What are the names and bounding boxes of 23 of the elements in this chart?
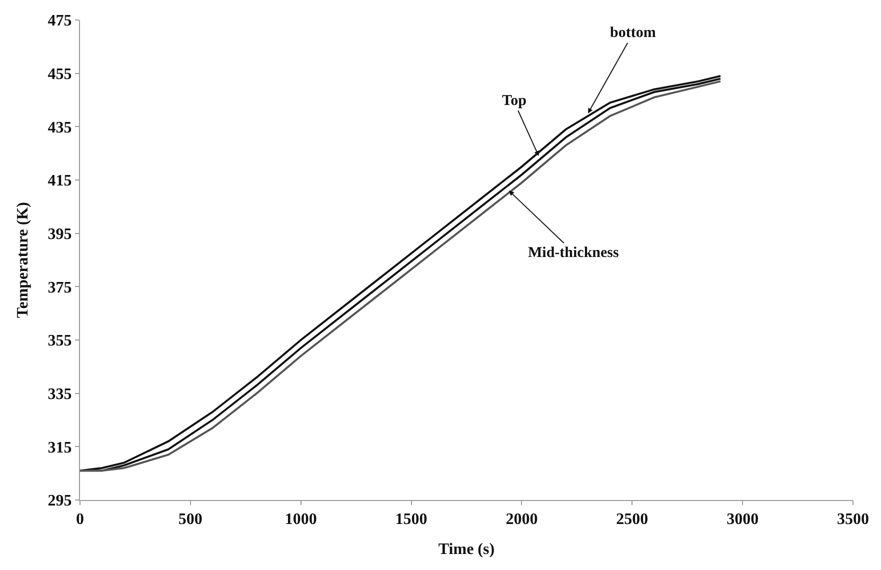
y-tick-label: 295	[48, 492, 72, 510]
x-tick-label: 1000	[284, 511, 317, 528]
y-tick-label: 435	[48, 119, 72, 136]
y-tick-label: 415	[48, 172, 72, 190]
y-tick-label: 315	[48, 439, 72, 456]
annotation: Top	[502, 93, 526, 109]
x-tick-label: 0	[76, 511, 84, 528]
x-tick-label: 2000	[506, 511, 538, 528]
x-tick-label: 500	[178, 511, 202, 528]
annotation: bottom	[610, 25, 656, 41]
annotation: Mid-thickness	[528, 245, 620, 261]
x-tick-label: 3500	[837, 511, 869, 528]
x-tick-label: 1500	[395, 511, 428, 528]
y-tick-label: 355	[48, 332, 72, 350]
y-tick-label: 395	[48, 226, 72, 243]
y-axis-title: Temperature (K)	[14, 202, 32, 318]
y-tick-label: 335	[48, 386, 72, 403]
y-tick-label: 375	[48, 279, 72, 296]
x-tick-label: 2500	[616, 511, 648, 528]
x-tick-label: 3000	[726, 511, 759, 528]
y-tick-label: 475	[48, 12, 72, 30]
y-tick-label: 455	[48, 66, 72, 83]
x-axis-title: Time (s)	[438, 540, 495, 558]
